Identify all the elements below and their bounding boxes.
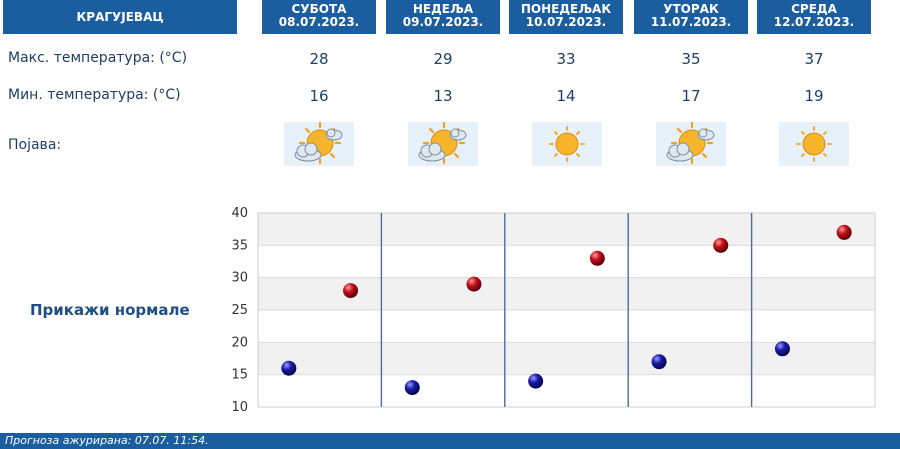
phenomenon-label: Појава: <box>8 137 62 153</box>
min-temp-point <box>404 380 420 396</box>
max-temp-value: 33 <box>556 50 576 68</box>
grid-band <box>258 310 875 343</box>
day-name: УТОРАК <box>663 2 719 16</box>
forecast-updated-text: Прогноза ажурирана: 07.07. 11:54. <box>5 434 209 447</box>
grid-band <box>258 277 875 310</box>
y-tick-label: 35 <box>231 238 248 253</box>
grid-band <box>258 374 875 407</box>
day-header: СУБОТА 08.07.2023. <box>262 0 376 34</box>
sun-icon <box>532 122 602 166</box>
min-temp-value: 13 <box>433 87 453 105</box>
day-header: СРЕДА 12.07.2023. <box>757 0 871 34</box>
max-temp-value: 37 <box>804 50 824 68</box>
max-temp-point <box>713 237 729 253</box>
day-date: 11.07.2023. <box>650 15 732 29</box>
max-temp-point <box>836 224 852 240</box>
min-temp-value: 19 <box>804 87 824 105</box>
min-temp-point <box>651 354 667 370</box>
min-temp-value: 14 <box>556 87 576 105</box>
day-name: ПОНЕДЕЉАК <box>520 2 612 16</box>
sun-behind-clouds-icon <box>656 122 726 166</box>
city-header: КРАГУЈЕВАЦ <box>3 0 237 34</box>
y-tick-label: 10 <box>231 400 248 415</box>
min-temp-value: 17 <box>681 87 701 105</box>
footer-bar: Прогноза ажурирана: 07.07. 11:54. <box>0 433 900 449</box>
max-temp-label: Макс. температура: (°C) <box>8 50 188 66</box>
max-temp-point <box>589 250 605 266</box>
day-date: 10.07.2023. <box>525 15 607 29</box>
y-tick-label: 30 <box>231 271 248 286</box>
y-tick-label: 40 <box>231 206 248 221</box>
sun-behind-clouds-icon <box>408 122 478 166</box>
day-date: 08.07.2023. <box>278 15 360 29</box>
y-tick-label: 20 <box>231 335 248 350</box>
day-header: УТОРАК 11.07.2023. <box>634 0 748 34</box>
forecast-header: КРАГУЈЕВАЦ СУБОТА 08.07.2023. НЕДЕЉА 09.… <box>0 0 900 34</box>
sun-icon <box>779 122 849 166</box>
show-normals-button[interactable]: Прикажи нормале <box>30 301 190 319</box>
grid-band <box>258 342 875 375</box>
plot-border <box>257 212 876 408</box>
city-name: КРАГУЈЕВАЦ <box>76 10 164 24</box>
y-tick-label: 15 <box>231 368 248 383</box>
day-name: НЕДЕЉА <box>412 2 474 16</box>
sun-behind-clouds-icon <box>284 122 354 166</box>
day-header: ПОНЕДЕЉАК 10.07.2023. <box>509 0 623 34</box>
min-temp-label: Мин. температура: (°C) <box>8 87 181 103</box>
temperature-chart: 10 15 20 25 30 35 40 <box>231 206 876 415</box>
min-temp-value: 16 <box>309 87 329 105</box>
day-name: СРЕДА <box>791 2 837 16</box>
y-tick-label: 25 <box>231 303 248 318</box>
min-temp-point <box>281 360 297 376</box>
day-header: НЕДЕЉА 09.07.2023. <box>386 0 500 34</box>
max-temp-value: 29 <box>433 50 453 68</box>
min-temp-point <box>528 373 544 389</box>
grid-band <box>258 213 875 246</box>
day-date: 09.07.2023. <box>402 15 484 29</box>
max-temp-point <box>466 276 482 292</box>
grid-band <box>258 245 875 278</box>
day-name: СУБОТА <box>291 2 347 16</box>
max-temp-value: 28 <box>309 50 329 68</box>
day-date: 12.07.2023. <box>773 15 855 29</box>
max-temp-value: 35 <box>681 50 701 68</box>
min-temp-point <box>774 341 790 357</box>
max-temp-point <box>343 283 359 299</box>
